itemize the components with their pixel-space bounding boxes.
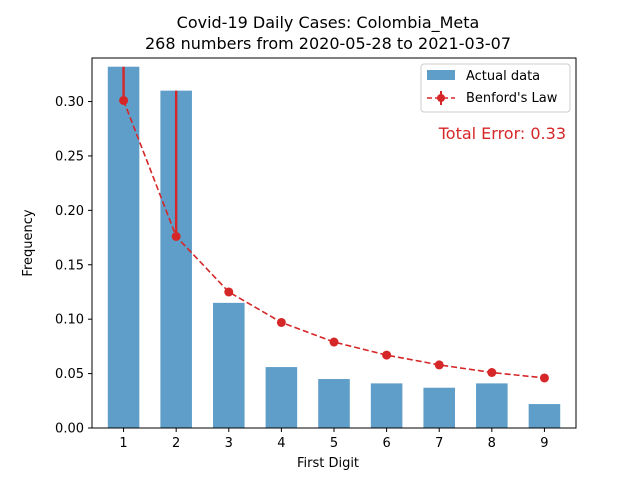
benford-point-digit-5 (329, 337, 339, 347)
benford-point-digit-6 (382, 350, 392, 360)
x-tick-label-7: 7 (435, 436, 443, 451)
total-error-annotation: Total Error: 0.33 (438, 124, 566, 143)
y-tick-label-0.25: 0.25 (55, 149, 84, 164)
bar-digit-9 (528, 404, 561, 428)
x-tick-label-6: 6 (382, 436, 390, 451)
legend: Actual data Benford's Law (420, 63, 571, 113)
bar-digit-3 (213, 302, 245, 428)
benford-point-digit-1 (119, 95, 129, 105)
benford-point-digit-2 (171, 231, 181, 241)
benford-line (122, 100, 545, 379)
x-tick-label-4: 4 (277, 436, 285, 451)
x-tick-label-3: 3 (225, 436, 233, 451)
bar-digit-6 (370, 383, 403, 428)
legend-label-actual: Actual data (466, 69, 540, 84)
bar-digit-1 (107, 66, 140, 429)
benford-point-digit-8 (487, 368, 497, 377)
legend-label-benford: Benford's Law (466, 91, 558, 106)
y-tick-label-0.05: 0.05 (55, 367, 84, 382)
y-tick-label-0.10: 0.10 (55, 313, 84, 328)
bar-digit-7 (423, 387, 455, 428)
chart-title-line1: Covid-19 Daily Cases: Colombia_Meta (177, 13, 480, 33)
bar-digit-8 (476, 383, 508, 428)
y-axis-ticks: 0.00 0.05 0.10 0.15 0.20 0.25 0.30 (55, 95, 92, 437)
chart-title-line2: 268 numbers from 2020-05-28 to 2021-03-0… (145, 34, 511, 53)
bar-digit-4 (265, 367, 298, 428)
x-axis-ticks: 1 2 3 4 5 6 7 8 9 (119, 428, 549, 451)
legend-frame (420, 63, 571, 113)
legend-marker-swatch (437, 94, 445, 102)
benford-point-digit-9 (539, 373, 549, 383)
x-tick-label-9: 9 (540, 436, 548, 451)
y-axis-label: Frequency (21, 209, 36, 276)
error-lines (122, 66, 178, 237)
y-tick-label-0.00: 0.00 (55, 422, 84, 437)
benford-point-digit-4 (276, 317, 286, 327)
benford-markers (119, 95, 549, 383)
x-tick-label-2: 2 (172, 436, 180, 451)
benford-point-digit-7 (434, 360, 444, 370)
y-tick-label-0.30: 0.30 (55, 95, 84, 110)
y-tick-label-0.15: 0.15 (55, 258, 84, 273)
x-tick-label-5: 5 (330, 436, 338, 451)
x-axis-label: First Digit (297, 456, 359, 471)
benford-point-digit-3 (224, 287, 234, 297)
bar-digit-5 (318, 379, 350, 428)
legend-bar-swatch (427, 70, 455, 80)
x-tick-label-1: 1 (119, 436, 127, 451)
y-tick-label-0.20: 0.20 (55, 204, 84, 219)
x-tick-label-8: 8 (488, 436, 496, 451)
